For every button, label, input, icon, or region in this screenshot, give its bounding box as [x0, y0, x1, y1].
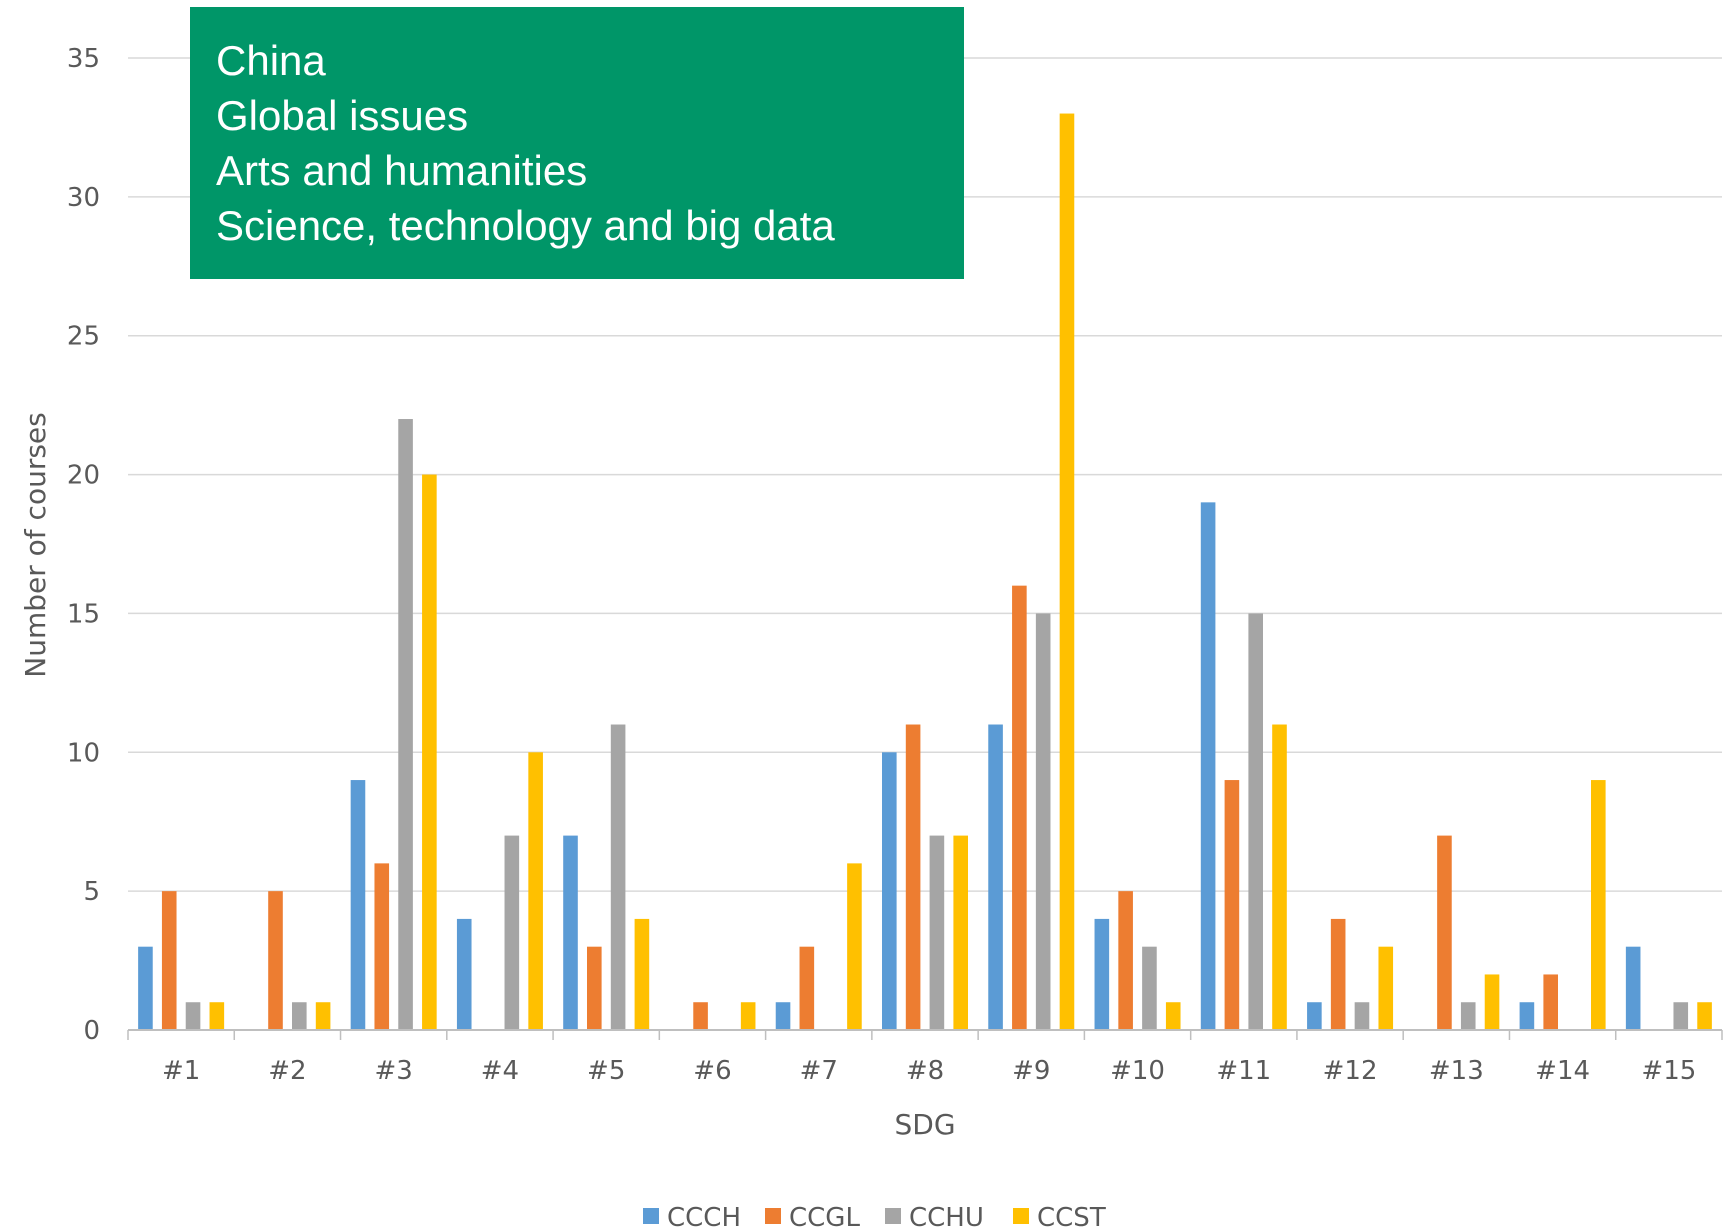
x-tick-label: #3	[375, 1056, 413, 1086]
y-tick-labels: 0 5 10 15 20 25 30 35	[67, 44, 100, 1046]
y-axis-title: Number of courses	[19, 412, 52, 677]
x-tick-label: #6	[693, 1056, 731, 1086]
x-tick-label: #15	[1641, 1056, 1696, 1086]
bar-ccch	[563, 835, 578, 1030]
bar-ccch	[1307, 1002, 1322, 1030]
y-tick-label: 5	[83, 877, 100, 907]
bar-ccst	[1484, 974, 1500, 1030]
bar-cchu	[1354, 1002, 1370, 1030]
bar-ccst	[740, 1002, 756, 1030]
bar-ccch	[988, 724, 1003, 1030]
bar-ccst	[422, 474, 437, 1031]
bar-ccgl	[1118, 891, 1133, 1030]
x-tick-label: #4	[481, 1056, 519, 1086]
bar-ccgl	[374, 863, 390, 1030]
bar-ccch	[1094, 918, 1110, 1030]
bar-ccch	[882, 752, 897, 1030]
y-tick-label: 30	[67, 183, 100, 213]
overlay-line-china: China	[216, 37, 326, 84]
x-tick-label: #10	[1110, 1056, 1165, 1086]
bar-ccch	[456, 918, 472, 1030]
x-tick-label: #7	[800, 1056, 838, 1086]
bar-cchu	[1035, 613, 1051, 1030]
bar-ccgl	[1224, 780, 1240, 1030]
bar-ccst	[953, 835, 968, 1030]
bar-ccst	[1697, 1002, 1712, 1030]
bar-cchu	[292, 1002, 307, 1030]
bar-ccgl	[1543, 974, 1558, 1030]
bar-cchu	[504, 835, 520, 1030]
bar-ccgl	[1437, 835, 1452, 1030]
overlay-line-science-technology: Science, technology and big data	[216, 202, 835, 249]
x-tick-label: #5	[587, 1056, 625, 1086]
bar-ccgl	[905, 724, 921, 1030]
overlay-line-global-issues: Global issues	[216, 92, 469, 139]
bar-ccst	[634, 918, 650, 1030]
x-axis-title: SDG	[894, 1108, 955, 1141]
bar-ccgl	[1012, 585, 1027, 1030]
bar-ccst	[528, 752, 543, 1030]
x-tick-label: #9	[1012, 1056, 1050, 1086]
legend-label-cchu: CCHU	[909, 1203, 984, 1231]
y-tick-label: 0	[83, 1016, 100, 1046]
legend-label-ccgl: CCGL	[789, 1203, 860, 1231]
x-tick-label: #14	[1535, 1056, 1590, 1086]
bars	[138, 113, 1712, 1031]
bar-ccgl	[268, 891, 283, 1030]
x-tick-label: #12	[1323, 1056, 1378, 1086]
bar-cchu	[398, 419, 413, 1030]
bar-cchu	[1673, 1002, 1689, 1030]
bar-ccst	[209, 1002, 225, 1030]
legend-swatch-ccst	[1013, 1208, 1029, 1224]
category-label-box: China Global issues Arts and humanities …	[190, 7, 964, 279]
bar-cchu	[1460, 1002, 1476, 1030]
y-tick-label: 10	[67, 738, 100, 768]
x-tick-label: #11	[1216, 1056, 1271, 1086]
x-tick-label: #1	[162, 1056, 200, 1086]
bar-ccst	[1059, 113, 1075, 1031]
bar-ccst	[1378, 946, 1394, 1030]
bar-ccgl	[693, 1002, 708, 1030]
x-tick-label: #2	[268, 1056, 306, 1086]
bar-ccch	[775, 1002, 791, 1030]
bar-ccch	[1519, 1002, 1535, 1030]
bar-ccgl	[1330, 918, 1346, 1030]
x-tick-labels: #1 #2 #3 #4 #5 #6 #7 #8 #9 #10 #11 #12 #13 #14 #15	[162, 1056, 1696, 1086]
bar-cchu	[1248, 613, 1263, 1030]
bar-cchu	[1142, 946, 1157, 1030]
y-tick-label: 15	[67, 599, 100, 629]
bar-ccch	[350, 780, 366, 1030]
bar-ccst	[847, 863, 862, 1030]
y-tick-label: 35	[67, 44, 100, 74]
bar-ccst	[315, 1002, 331, 1030]
legend-label-ccch: CCCH	[667, 1203, 741, 1231]
bar-ccch	[1625, 946, 1641, 1030]
bar-ccch	[1200, 502, 1216, 1030]
x-tick-label: #13	[1429, 1056, 1484, 1086]
bar-ccst	[1165, 1002, 1181, 1030]
y-tick-label: 20	[67, 461, 100, 491]
bar-cchu	[929, 835, 945, 1030]
bar-cchu	[610, 724, 626, 1030]
y-tick-label: 25	[67, 322, 100, 352]
bar-ccst	[1591, 780, 1606, 1030]
bar-cchu	[185, 1002, 201, 1030]
x-tick-label: #8	[906, 1056, 944, 1086]
overlay-line-arts-humanities: Arts and humanities	[216, 147, 588, 194]
bar-ccst	[1272, 724, 1287, 1030]
bar-ccch	[138, 946, 153, 1030]
bar-ccgl	[799, 946, 815, 1030]
legend-swatch-ccch	[643, 1208, 659, 1224]
bar-ccgl	[587, 946, 602, 1030]
legend: CCCH CCGL CCHU CCST	[643, 1203, 1106, 1231]
legend-swatch-cchu	[885, 1208, 901, 1224]
legend-label-ccst: CCST	[1037, 1203, 1106, 1231]
bar-ccgl	[161, 891, 177, 1030]
legend-swatch-ccgl	[765, 1208, 781, 1224]
